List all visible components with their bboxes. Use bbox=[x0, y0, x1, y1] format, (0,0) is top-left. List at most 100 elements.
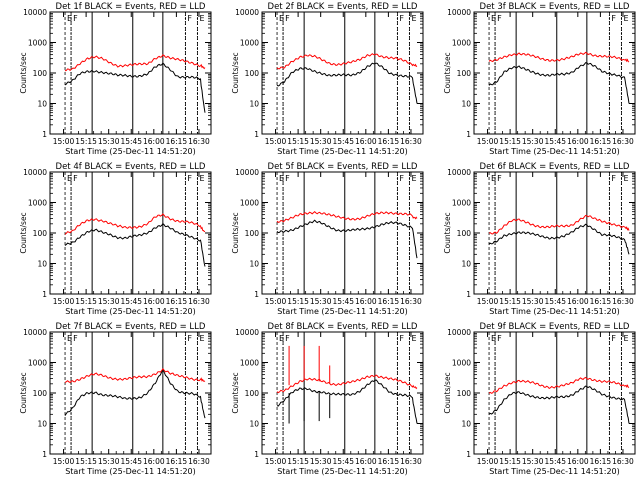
panel-title: Det 4f BLACK = Events, RED = LLD bbox=[56, 162, 206, 172]
x-tick-label: 15:15 bbox=[75, 137, 97, 146]
x-tick-label: 15:45 bbox=[544, 137, 566, 146]
x-tick-label: 15:45 bbox=[332, 457, 354, 466]
x-tick-label: 16:30 bbox=[400, 137, 422, 146]
x-tick-label: 16:30 bbox=[188, 297, 210, 306]
y-tick-label: 100 bbox=[245, 229, 260, 238]
x-tick-label: 15:30 bbox=[522, 457, 544, 466]
events-series-line bbox=[64, 62, 206, 113]
x-tick-label: 15:00 bbox=[477, 137, 499, 146]
x-tick-label: 15:15 bbox=[75, 457, 97, 466]
lld-series-line bbox=[64, 367, 206, 384]
x-tick-label: 15:15 bbox=[75, 297, 97, 306]
y-tick-label: 10000 bbox=[235, 168, 259, 177]
x-tick-label: 15:30 bbox=[98, 137, 120, 146]
x-tick-label: 16:15 bbox=[590, 137, 612, 146]
y-tick-label: 1000 bbox=[240, 199, 259, 208]
events-series-line bbox=[488, 223, 630, 255]
y-axis-label: Counts/sec bbox=[443, 52, 452, 93]
events-series-line bbox=[276, 379, 418, 424]
x-tick-label: 16:00 bbox=[143, 297, 165, 306]
y-tick-label: 100 bbox=[33, 229, 48, 238]
y-tick-label: 100 bbox=[245, 389, 260, 398]
event-marker-label: F bbox=[399, 334, 404, 343]
event-marker-label: E bbox=[279, 14, 284, 23]
events-series-line bbox=[64, 222, 206, 267]
detector-panel-7: Det 7f BLACK = Events, RED = LLD 1 10 100 10… bbox=[19, 322, 212, 476]
detector-panel-8: Det 8f BLACK = Events, RED = LLD 1 10 100 10… bbox=[231, 322, 424, 476]
y-tick-label: 1 bbox=[466, 130, 471, 139]
y-tick-label: 1000 bbox=[452, 359, 471, 368]
event-marker-label: F bbox=[285, 334, 290, 343]
y-tick-label: 10 bbox=[461, 100, 471, 109]
y-tick-label: 1 bbox=[254, 130, 259, 139]
x-tick-label: 15:15 bbox=[287, 297, 309, 306]
plot-frame bbox=[473, 11, 636, 135]
event-marker-label: F bbox=[187, 174, 192, 183]
y-tick-label: 100 bbox=[457, 229, 472, 238]
y-tick-label: 1 bbox=[466, 450, 471, 459]
x-tick-label: 16:00 bbox=[355, 137, 377, 146]
lld-series-line bbox=[64, 213, 206, 235]
x-tick-label: 16:00 bbox=[567, 457, 589, 466]
y-tick-label: 10000 bbox=[447, 8, 471, 17]
x-tick-label: 16:00 bbox=[143, 137, 165, 146]
plot-frame bbox=[261, 171, 424, 295]
event-marker-label: E bbox=[411, 174, 416, 183]
y-tick-label: 10 bbox=[37, 420, 47, 429]
lld-series-line bbox=[276, 53, 418, 70]
event-marker-label: F bbox=[73, 174, 78, 183]
event-marker-label: E bbox=[279, 174, 284, 183]
y-tick-label: 100 bbox=[457, 69, 472, 78]
event-marker-label: E bbox=[67, 174, 72, 183]
y-tick-label: 10000 bbox=[23, 8, 47, 17]
x-tick-label: 15:30 bbox=[310, 297, 332, 306]
x-tick-label: 15:45 bbox=[332, 137, 354, 146]
x-tick-label: 15:00 bbox=[53, 457, 75, 466]
lld-series-line bbox=[488, 376, 630, 394]
y-tick-label: 10 bbox=[249, 260, 259, 269]
y-tick-label: 1000 bbox=[28, 359, 47, 368]
y-tick-label: 10 bbox=[461, 260, 471, 269]
x-tick-label: 15:30 bbox=[310, 137, 332, 146]
x-tick-label: 15:00 bbox=[265, 457, 287, 466]
panel-title: Det 8f BLACK = Events, RED = LLD bbox=[268, 322, 418, 332]
lld-series-line bbox=[276, 211, 418, 223]
event-marker-label: F bbox=[187, 334, 192, 343]
x-axis-label: Start Time (25-Dec-11 14:51:20) bbox=[277, 147, 408, 156]
event-marker-label: E bbox=[199, 334, 204, 343]
x-tick-label: 15:00 bbox=[265, 137, 287, 146]
event-marker-label: E bbox=[411, 334, 416, 343]
event-marker-label: F bbox=[187, 14, 192, 23]
y-axis-label: Counts/sec bbox=[19, 52, 28, 93]
x-tick-label: 15:45 bbox=[120, 137, 142, 146]
x-tick-label: 16:00 bbox=[567, 297, 589, 306]
plot-frame bbox=[261, 11, 424, 135]
panel-title: Det 5f BLACK = Events, RED = LLD bbox=[268, 162, 418, 172]
y-tick-label: 10 bbox=[249, 420, 259, 429]
x-tick-label: 15:00 bbox=[477, 457, 499, 466]
y-axis-label: Counts/sec bbox=[231, 372, 240, 413]
y-axis-label: Counts/sec bbox=[231, 52, 240, 93]
event-marker-label: F bbox=[611, 14, 616, 23]
x-tick-label: 15:45 bbox=[120, 297, 142, 306]
detector-panel-3: Det 3f BLACK = Events, RED = LLD 1 10 100 10… bbox=[443, 2, 636, 156]
panel-title: Det 6f BLACK = Events, RED = LLD bbox=[480, 162, 630, 172]
detector-panel-2: Det 2f BLACK = Events, RED = LLD 1 10 100 10… bbox=[231, 2, 424, 156]
x-tick-label: 16:30 bbox=[400, 457, 422, 466]
event-marker-label: E bbox=[67, 14, 72, 23]
event-marker-label: F bbox=[497, 174, 502, 183]
x-tick-label: 16:15 bbox=[378, 457, 400, 466]
y-tick-label: 10000 bbox=[235, 8, 259, 17]
x-tick-label: 15:30 bbox=[522, 297, 544, 306]
y-tick-label: 1 bbox=[254, 290, 259, 299]
x-tick-label: 15:15 bbox=[499, 457, 521, 466]
x-tick-label: 16:30 bbox=[188, 137, 210, 146]
event-marker-label: E bbox=[623, 334, 628, 343]
y-tick-label: 100 bbox=[33, 389, 48, 398]
x-axis-label: Start Time (25-Dec-11 14:51:20) bbox=[65, 467, 196, 476]
x-tick-label: 16:15 bbox=[378, 137, 400, 146]
y-tick-label: 1000 bbox=[240, 39, 259, 48]
event-marker-label: F bbox=[611, 334, 616, 343]
y-axis-label: Counts/sec bbox=[19, 212, 28, 253]
events-series-line bbox=[276, 62, 418, 104]
